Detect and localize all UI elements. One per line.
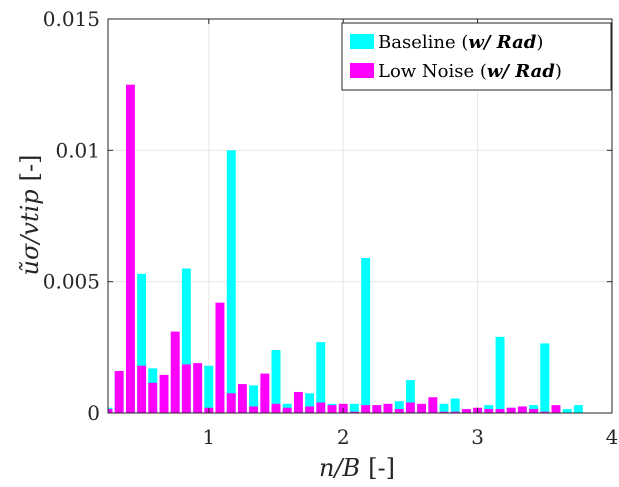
y-tick-label: 0.01	[55, 138, 100, 162]
x-axis-label-unit: [-]	[368, 454, 395, 482]
bar-low-noise	[249, 406, 259, 413]
y-tick-label: 0.015	[43, 7, 100, 31]
bar-low-noise	[114, 370, 124, 413]
y-axis-label: ũσ/vtip [-]	[16, 154, 44, 275]
bar-low-noise	[237, 384, 247, 413]
bar-low-noise	[372, 405, 382, 413]
y-tick-label: 0	[87, 401, 100, 425]
legend-label-low-noise-text: Low Noise (	[378, 61, 487, 82]
bar-baseline	[361, 258, 371, 413]
y-tick-labels: 0 0.005 0.01 0.015	[43, 7, 100, 425]
bar-low-noise	[506, 407, 516, 413]
y-tick-label: 0.005	[43, 270, 100, 294]
bar-low-noise	[148, 382, 158, 413]
x-tick-label: 4	[606, 425, 619, 449]
legend-label-low-noise: Low Noise (w/ Rad)	[378, 61, 562, 82]
bar-low-noise	[159, 374, 169, 413]
bar-low-noise	[405, 402, 415, 413]
bar-baseline	[540, 343, 550, 413]
bar-low-noise	[260, 373, 270, 413]
bar-low-noise	[417, 403, 427, 413]
x-axis-label-main: n/B	[319, 454, 360, 482]
bar-low-noise	[170, 331, 180, 413]
bars	[108, 84, 583, 413]
bar-low-noise	[215, 302, 225, 413]
x-tick-label: 3	[471, 425, 484, 449]
legend-label-low-noise-close: )	[555, 61, 562, 82]
bar-baseline	[495, 336, 505, 413]
bar-low-noise	[450, 411, 460, 413]
legend-label-baseline-bold: w/ Rad	[468, 32, 536, 53]
bar-baseline	[439, 403, 449, 413]
bar-baseline	[137, 273, 147, 413]
bar-low-noise	[383, 403, 393, 413]
legend-swatch-baseline	[350, 34, 374, 49]
y-axis-label-unit: [-]	[16, 154, 44, 181]
bar-low-noise	[517, 406, 527, 413]
bar-low-noise	[484, 409, 494, 413]
axes-box	[107, 18, 613, 414]
legend-box	[341, 22, 612, 91]
bar-low-noise	[439, 411, 449, 413]
bar-low-noise	[305, 406, 315, 413]
bar-baseline	[204, 365, 214, 413]
y-axis-label-main: ũσ/vtip	[16, 189, 44, 275]
bar-low-noise	[193, 363, 203, 413]
bar-low-noise	[125, 84, 135, 413]
bar-low-noise	[461, 409, 471, 413]
bar-low-noise	[108, 409, 113, 413]
bar-low-noise	[327, 405, 337, 413]
bar-baseline	[316, 342, 326, 413]
bar-baseline	[405, 380, 415, 413]
bar-low-noise	[137, 365, 147, 413]
bar-baseline	[271, 349, 281, 413]
x-tick-label: 1	[202, 425, 215, 449]
legend-label-baseline-text: Baseline (	[378, 32, 468, 53]
bar-baseline	[305, 393, 315, 413]
x-axis-label: n/B [-]	[319, 454, 395, 482]
bar-low-noise	[428, 397, 438, 413]
bar-baseline	[562, 409, 572, 413]
bar-low-noise	[282, 407, 292, 413]
bar-low-noise	[495, 409, 505, 413]
legend-label-low-noise-bold: w/ Rad	[487, 61, 555, 82]
legend: Baseline (w/ Rad) Low Noise (w/ Rad)	[341, 22, 612, 91]
bar-low-noise	[361, 405, 371, 413]
bar-low-noise	[551, 405, 561, 413]
bar-low-noise	[349, 411, 359, 413]
bar-low-noise	[540, 411, 550, 413]
bar-baseline	[394, 401, 404, 413]
x-tick-labels: 1 2 3 4	[202, 425, 618, 449]
bar-baseline	[349, 403, 359, 413]
bar-baseline	[249, 385, 259, 413]
bar-low-noise	[181, 364, 191, 413]
bar-low-noise	[529, 409, 539, 413]
bar-low-noise	[316, 402, 326, 413]
legend-swatch-low-noise	[350, 63, 374, 78]
bar-low-noise	[271, 403, 281, 413]
legend-label-baseline-close: )	[536, 32, 543, 53]
bar-low-noise	[226, 393, 236, 413]
bar-baseline	[450, 398, 460, 413]
x-tick-label: 2	[337, 425, 350, 449]
legend-label-baseline: Baseline (w/ Rad)	[378, 32, 543, 53]
bar-baseline	[181, 268, 191, 413]
bar-baseline	[573, 405, 583, 413]
bar-low-noise	[394, 409, 404, 413]
bar-baseline	[226, 150, 236, 413]
bar-low-noise	[293, 391, 303, 413]
